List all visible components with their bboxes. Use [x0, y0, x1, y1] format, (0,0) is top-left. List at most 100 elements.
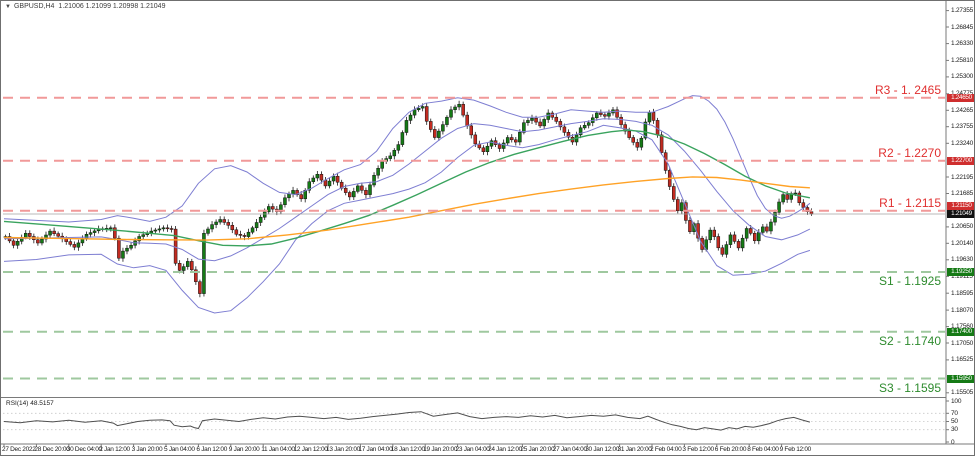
candle-bearish: [627, 130, 631, 138]
time-axis-label: 6 Feb 20:00: [714, 446, 747, 453]
candle-bearish: [688, 220, 692, 232]
candle-bullish: [724, 244, 729, 255]
price-tick-label: 1.23240: [951, 139, 974, 147]
candle-bearish: [797, 192, 802, 203]
candle-bearish: [335, 175, 340, 183]
candle-bullish: [773, 212, 777, 223]
candle-bearish: [169, 228, 174, 230]
price-tick-label: 1.21685: [951, 190, 974, 197]
price-axis[interactable]: 1.273551.268451.263301.258101.253001.247…: [946, 1, 974, 446]
candle-bearish: [343, 187, 348, 193]
symbol-dropdown-icon[interactable]: ▼: [5, 4, 11, 10]
candle-bullish: [781, 194, 785, 203]
candle-bearish: [348, 192, 352, 198]
candle-bearish: [360, 185, 364, 191]
candle-bullish: [291, 190, 295, 195]
candle-bearish: [461, 104, 465, 116]
candle-bullish: [376, 168, 380, 176]
candle-bullish: [84, 234, 89, 239]
time-axis[interactable]: 27 Dec 2022 28 Dec 20:00 30 Dec 04:00 2 Jan…: [1, 444, 974, 455]
time-axis-label: 31 Jan 20:00: [617, 446, 652, 453]
rsi-line: [3, 411, 811, 431]
r1-price-badge: 1.21150: [947, 202, 974, 210]
candle-bullish: [246, 231, 251, 237]
candle-bearish: [554, 116, 559, 122]
time-axis-label: 27 Jan 04:00: [552, 446, 587, 453]
candle-bearish: [635, 142, 640, 148]
price-tick-label: 1.19630: [951, 256, 974, 264]
candle-bearish: [364, 190, 368, 195]
candle-bearish: [534, 117, 538, 123]
candle-bearish: [538, 121, 542, 127]
symbol-timeframe: GBPUSD,H4: [13, 3, 55, 10]
candle-bearish: [56, 233, 60, 237]
price-tick-label: 1.23755: [951, 123, 974, 131]
price-tick-label: 1.20650: [951, 223, 974, 231]
candle-bearish: [603, 114, 607, 117]
time-axis-label: 25 Jan 20:00: [520, 446, 555, 453]
candle-bearish: [113, 227, 117, 239]
time-axis-label: 27 Dec 2022: [2, 446, 36, 453]
candle-bearish: [194, 269, 198, 282]
candle-bullish: [311, 177, 316, 182]
candle-bullish: [708, 229, 712, 241]
candle-bullish: [793, 192, 797, 195]
price-tick-label: 1.26845: [951, 23, 974, 31]
candle-bullish: [218, 219, 222, 223]
candle-bullish: [368, 184, 372, 195]
time-axis-label: 17 Jan 04:00: [358, 446, 393, 453]
rsi-tick-label: 0: [951, 438, 955, 446]
candle-bullish: [24, 233, 28, 238]
candle-bearish: [765, 226, 769, 232]
candle-bullish: [578, 127, 583, 136]
candle-bearish: [234, 229, 239, 235]
candle-bearish: [299, 194, 303, 200]
candle-bullish: [412, 109, 417, 116]
candle-bullish: [283, 197, 287, 205]
candle-bearish: [190, 261, 194, 271]
candle-bearish: [599, 112, 603, 115]
candle-bullish: [761, 226, 765, 233]
bollinger-middle-band-line: [3, 118, 811, 262]
candle-bearish: [429, 121, 433, 130]
bollinger-upper-band-line: [3, 95, 811, 223]
candle-bullish: [267, 206, 271, 213]
candle-bullish: [392, 150, 397, 157]
time-axis-label: 30 Jan 12:00: [585, 446, 620, 453]
s1-level-label: S1 - 1.1925: [878, 274, 941, 288]
candle-bearish: [651, 112, 656, 121]
price-tick-label: 1.16525: [951, 356, 974, 364]
price-tick-label: 1.18070: [951, 306, 974, 314]
price-tick-label: 1.15505: [951, 389, 974, 397]
candle-bearish: [230, 225, 235, 231]
candle-bullish: [149, 230, 154, 234]
candle-bullish: [372, 175, 376, 186]
candle-bullish: [680, 202, 684, 212]
candle-bearish: [36, 239, 40, 244]
candle-bullish: [153, 229, 158, 232]
candle-bullish: [526, 120, 530, 123]
candle-bullish: [777, 201, 781, 213]
r3-level-label: R3 - 1. 2465: [874, 82, 941, 97]
candle-bullish: [744, 228, 749, 239]
candle-bullish: [157, 228, 162, 231]
candle-bullish: [530, 117, 534, 121]
time-axis-label: 19 Jan 20:00: [423, 446, 458, 453]
candle-bullish: [48, 230, 52, 236]
candle-bullish: [445, 116, 449, 125]
price-tick-label: 1.24265: [951, 106, 974, 114]
candle-bullish: [453, 106, 457, 110]
price-tick-label: 1.20140: [951, 239, 974, 247]
s1-price-badge: 1.19250: [947, 268, 974, 276]
candle-bearish: [481, 147, 486, 152]
candle-bearish: [198, 281, 202, 294]
time-axis-label: 23 Jan 04:00: [455, 446, 490, 453]
candle-bearish: [72, 244, 77, 248]
candle-bullish: [356, 185, 360, 192]
time-axis-label: 11 Jan 04:00: [261, 446, 295, 453]
r3-price-badge: 1.24650: [947, 93, 974, 102]
candle-bullish: [449, 109, 453, 118]
candle-bearish: [659, 134, 664, 153]
candle-bearish: [238, 234, 243, 236]
